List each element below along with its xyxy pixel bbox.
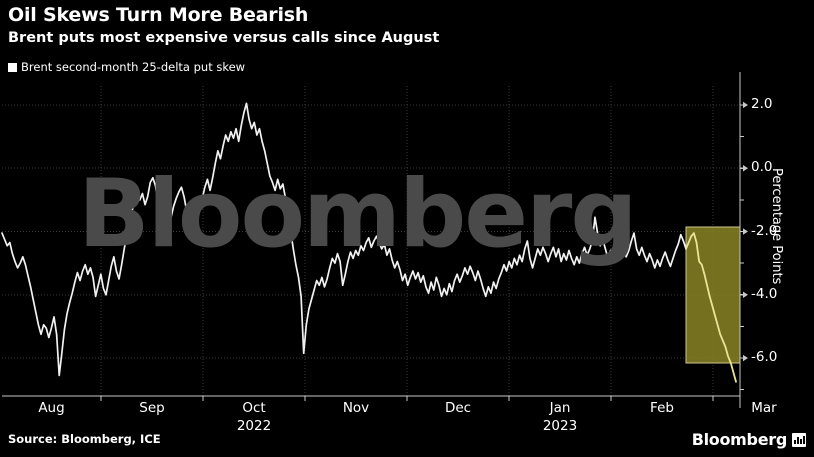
y-axis-tick-label: 0.0 bbox=[751, 159, 773, 176]
x-axis-tick-label: Oct bbox=[242, 400, 266, 416]
bloomberg-bars-icon bbox=[792, 432, 806, 447]
x-axis-tick-label: Mar bbox=[751, 400, 777, 416]
square-marker-icon bbox=[8, 62, 17, 72]
x-axis-tick-label: Dec bbox=[444, 400, 472, 416]
bloomberg-logo: Bloomberg bbox=[692, 430, 806, 449]
page-title: Oil Skews Turn More Bearish bbox=[8, 4, 309, 26]
x-axis-tick-label: Aug bbox=[38, 400, 65, 416]
legend-item-label: Brent second-month 25-delta put skew bbox=[21, 60, 246, 74]
bloomberg-wordmark: Bloomberg bbox=[691, 430, 788, 449]
y-axis-tick-label: -2.0 bbox=[751, 222, 778, 239]
y-axis-tick-label: -6.0 bbox=[751, 349, 778, 366]
series-line-highlight bbox=[685, 232, 737, 383]
x-axis-tick-label: Jan bbox=[549, 400, 571, 416]
chart-legend: Brent second-month 25-delta put skew bbox=[8, 60, 245, 74]
series-line-main bbox=[1, 102, 687, 377]
highlight-region bbox=[685, 226, 741, 364]
x-axis-tick-label: Nov bbox=[342, 400, 370, 416]
x-axis-tick-label: Feb bbox=[650, 400, 674, 416]
x-axis-year-label: 2023 bbox=[542, 418, 578, 434]
y-axis-title: Percentage Points bbox=[769, 168, 784, 285]
x-axis-year-label: 2022 bbox=[236, 418, 272, 434]
source-note: Source: Bloomberg, ICE bbox=[8, 432, 161, 446]
page-subtitle: Brent puts most expensive versus calls s… bbox=[8, 30, 440, 46]
x-axis-tick-label: Sep bbox=[139, 400, 165, 416]
y-axis-tick-label: 2.0 bbox=[751, 95, 773, 112]
y-axis-tick-label: -4.0 bbox=[751, 285, 778, 302]
